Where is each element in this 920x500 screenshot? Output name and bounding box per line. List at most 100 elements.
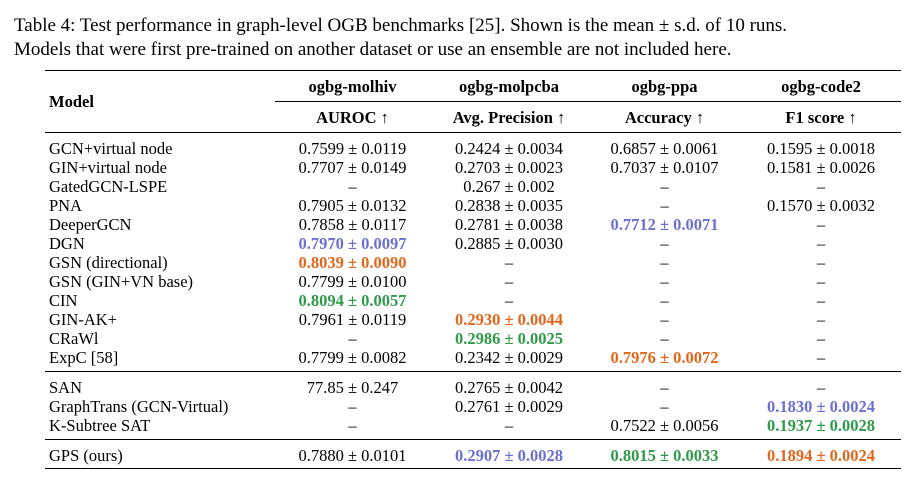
model-name-cell: SAN [45, 371, 275, 397]
table-row: K-Subtree SAT – – 0.7522 ± 0.0056 0.1937 ± 0… [45, 416, 901, 440]
molpcba-cell: – [504, 253, 514, 272]
header-metric-f1: F1 score ↑ [741, 101, 901, 133]
molpcba-cell: 0.2930 ± 0.0044 [454, 310, 564, 329]
model-name-cell: DeeperGCN [49, 215, 132, 234]
ppa-cell: – [660, 196, 669, 215]
header-metric-avg-precision: Avg. Precision ↑ [430, 101, 588, 133]
table-row: GSN (GIN+VN base) 0.7799 ± 0.0100 – – – [45, 272, 901, 291]
ppa-cell: – [660, 177, 669, 196]
header-dataset-code2: ogbg-code2 [741, 70, 901, 102]
molpcba-cell: 0.2765 ± 0.0042 [430, 371, 588, 397]
model-name-cell: GSN (GIN+VN base) [49, 272, 194, 291]
molpcba-cell: 0.2838 ± 0.0035 [454, 196, 564, 215]
model-name-cell: PNA [49, 196, 83, 215]
table-row: GIN+virtual node 0.7707 ± 0.0149 0.2703 ± … [45, 158, 901, 177]
table-row: GatedGCN-LSPE – 0.267 ± 0.002 – – [45, 177, 901, 196]
ogb-results-table: Model ogbg-molhiv ogbg-molpcba ogbg-ppa … [45, 70, 901, 469]
table-row: GraphTrans (GCN-Virtual) – 0.2761 ± 0.0029… [45, 397, 901, 416]
molpcba-cell: 0.2885 ± 0.0030 [454, 234, 564, 253]
ppa-cell: 0.7976 ± 0.0072 [610, 348, 719, 367]
molhiv-cell: 0.7799 ± 0.0082 [298, 348, 407, 367]
model-name-cell: CRaWl [49, 329, 99, 348]
model-name-cell: GraphTrans (GCN-Virtual) [49, 397, 229, 416]
table-row: SAN 77.85 ± 0.247 0.2765 ± 0.0042– – [45, 371, 901, 397]
model-name-cell: GCN+virtual node [45, 132, 275, 158]
molhiv-cell: – [348, 397, 357, 416]
ppa-cell: – [660, 310, 669, 329]
table-row: GCN+virtual node 0.7599 ± 0.0119 0.2424 ± … [45, 132, 901, 158]
ppa-cell: – [660, 397, 669, 416]
code2-cell: 0.1581 ± 0.0026 [766, 158, 876, 177]
ppa-cell: 0.7037 ± 0.0107 [610, 158, 719, 177]
molhiv-cell: – [348, 416, 357, 435]
model-name-cell: GIN-AK+ [49, 310, 117, 329]
model-name-cell: DGN [49, 234, 85, 253]
molhiv-cell: 0.7970 ± 0.0097 [298, 234, 407, 253]
model-name-cell: ExpC [58] [49, 348, 119, 367]
code2-cell: – [741, 371, 901, 397]
code2-cell: – [816, 177, 826, 196]
model-name-cell: GatedGCN-LSPE [49, 177, 168, 196]
ppa-cell: 0.6857 ± 0.0061 [588, 132, 741, 158]
molhiv-cell: 77.85 ± 0.247 [275, 371, 430, 397]
code2-cell: – [816, 291, 826, 310]
ppa-cell: – [660, 253, 669, 272]
molpcba-cell: – [504, 416, 514, 435]
model-name-cell: CIN [49, 291, 78, 310]
header-dataset-ppa: ogbg-ppa [588, 70, 741, 102]
model-name-cell: GPS (ours) [45, 439, 275, 469]
molpcba-cell: 0.2424 ± 0.0034 [430, 132, 588, 158]
code2-cell: – [816, 253, 826, 272]
code2-cell: 0.1937 ± 0.0028 [766, 416, 876, 435]
molhiv-cell: 0.8094 ± 0.0057 [298, 291, 407, 310]
table-body: GCN+virtual node 0.7599 ± 0.0119 0.2424 ± … [45, 132, 901, 469]
ppa-cell: – [588, 371, 741, 397]
ppa-cell: 0.8015 ± 0.0033 [588, 439, 741, 469]
code2-cell: – [816, 234, 826, 253]
table-row: CIN 0.8094 ± 0.0057 – – – [45, 291, 901, 310]
molhiv-cell: 0.7880 ± 0.0101 [275, 439, 430, 469]
molhiv-cell: 0.7707 ± 0.0149 [298, 158, 407, 177]
header-model: Model [45, 70, 275, 133]
code2-cell: 0.1830 ± 0.0024 [766, 397, 876, 416]
molpcba-cell: – [504, 272, 514, 291]
molhiv-cell: 0.7961 ± 0.0119 [298, 310, 407, 329]
code2-cell: – [816, 310, 826, 329]
header-metric-auroc: AUROC ↑ [275, 101, 430, 133]
header-dataset-molpcba: ogbg-molpcba [430, 70, 588, 102]
molhiv-cell: 0.7905 ± 0.0132 [298, 196, 407, 215]
model-name-cell: GSN (directional) [49, 253, 168, 272]
table-row: PNA 0.7905 ± 0.0132 0.2838 ± 0.0035 – 0.1570… [45, 196, 901, 215]
molhiv-cell: 0.7599 ± 0.0119 [275, 132, 430, 158]
molhiv-cell: 0.7858 ± 0.0117 [298, 215, 407, 234]
table-row: DeeperGCN 0.7858 ± 0.0117 0.2781 ± 0.0038 0… [45, 215, 901, 234]
code2-cell: 0.1570 ± 0.0032 [766, 196, 876, 215]
header-row-metrics: AUROC ↑ Avg. Precision ↑ Accuracy ↑ F1 s… [45, 101, 901, 133]
molpcba-cell: 0.2781 ± 0.0038 [454, 215, 564, 234]
code2-cell: 0.1894 ± 0.0024 [741, 439, 901, 469]
molpcba-cell: 0.2342 ± 0.0029 [454, 348, 564, 367]
molpcba-cell: 0.2907 ± 0.0028 [430, 439, 588, 469]
code2-cell: – [816, 329, 826, 348]
table-row: DGN 0.7970 ± 0.0097 0.2885 ± 0.0030 – – [45, 234, 901, 253]
code2-cell: – [816, 272, 826, 291]
caption-line-2: Models that were first pre-trained on an… [14, 39, 732, 60]
code2-cell: – [816, 348, 826, 367]
header-dataset-molhiv: ogbg-molhiv [275, 70, 430, 102]
caption-line-1: Table 4: Test performance in graph-level… [14, 15, 788, 36]
table-row: GSN (directional) 0.8039 ± 0.0090 – – – [45, 253, 901, 272]
ppa-cell: – [660, 329, 669, 348]
table-row: ExpC [58] 0.7799 ± 0.0082 0.2342 ± 0.0029 0… [45, 348, 901, 372]
molhiv-cell: – [348, 329, 357, 348]
ppa-cell: – [660, 234, 669, 253]
ppa-cell: 0.7712 ± 0.0071 [610, 215, 719, 234]
molpcba-cell: 0.2761 ± 0.0029 [454, 397, 564, 416]
ppa-cell: 0.7522 ± 0.0056 [610, 416, 719, 435]
model-name-cell: GIN+virtual node [49, 158, 167, 177]
molpcba-cell: 0.267 ± 0.002 [463, 177, 555, 196]
molhiv-cell: – [348, 177, 357, 196]
code2-cell: 0.1595 ± 0.0018 [741, 132, 901, 158]
table-row: GIN-AK+ 0.7961 ± 0.0119 0.2930 ± 0.0044 – – [45, 310, 901, 329]
molpcba-cell: 0.2986 ± 0.0025 [454, 329, 564, 348]
header-row-datasets: Model ogbg-molhiv ogbg-molpcba ogbg-ppa … [45, 70, 901, 133]
